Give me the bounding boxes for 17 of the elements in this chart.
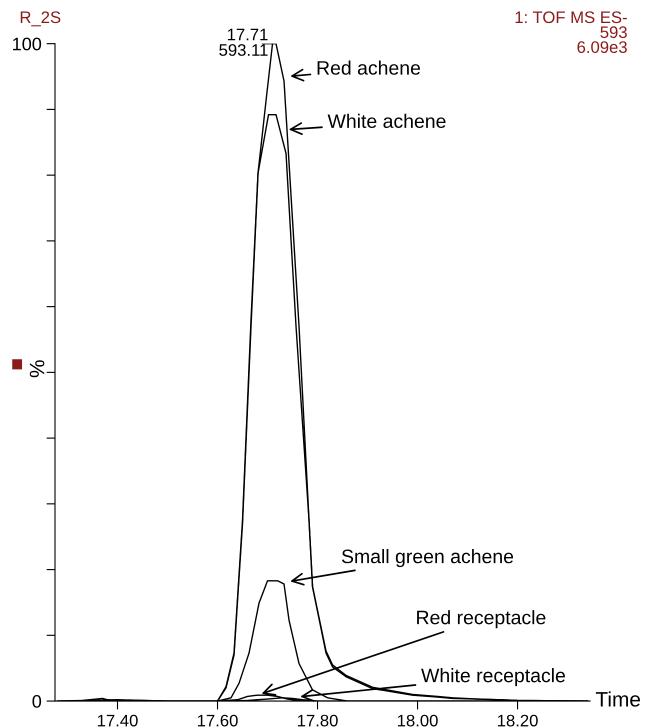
x-tick-label: 17.60: [198, 714, 238, 726]
x-axis-title: Time: [596, 691, 640, 707]
annotation: Red receptacle: [417, 610, 546, 628]
x-tick-label: 18.00: [398, 714, 438, 726]
annotation: Red achene: [318, 60, 420, 75]
x-tick-label: 18.20: [498, 714, 538, 726]
y-tick-label: 0: [32, 695, 42, 708]
annotation: Small green achene: [342, 549, 514, 568]
x-tick-label: 17.80: [298, 714, 338, 726]
annotation: 17.71 593.11: [219, 28, 268, 56]
chart-subtitle: 1: TOF MS ES- 593 6.09e3: [516, 11, 627, 54]
y-tick-label: 100: [13, 38, 42, 50]
chart-title: R_2S: [20, 11, 60, 26]
annotation: White achene: [328, 114, 446, 128]
x-tick-label: 17.40: [98, 714, 138, 726]
y-axis-title: %: [30, 360, 44, 378]
annotation: White receptacle: [421, 668, 565, 686]
